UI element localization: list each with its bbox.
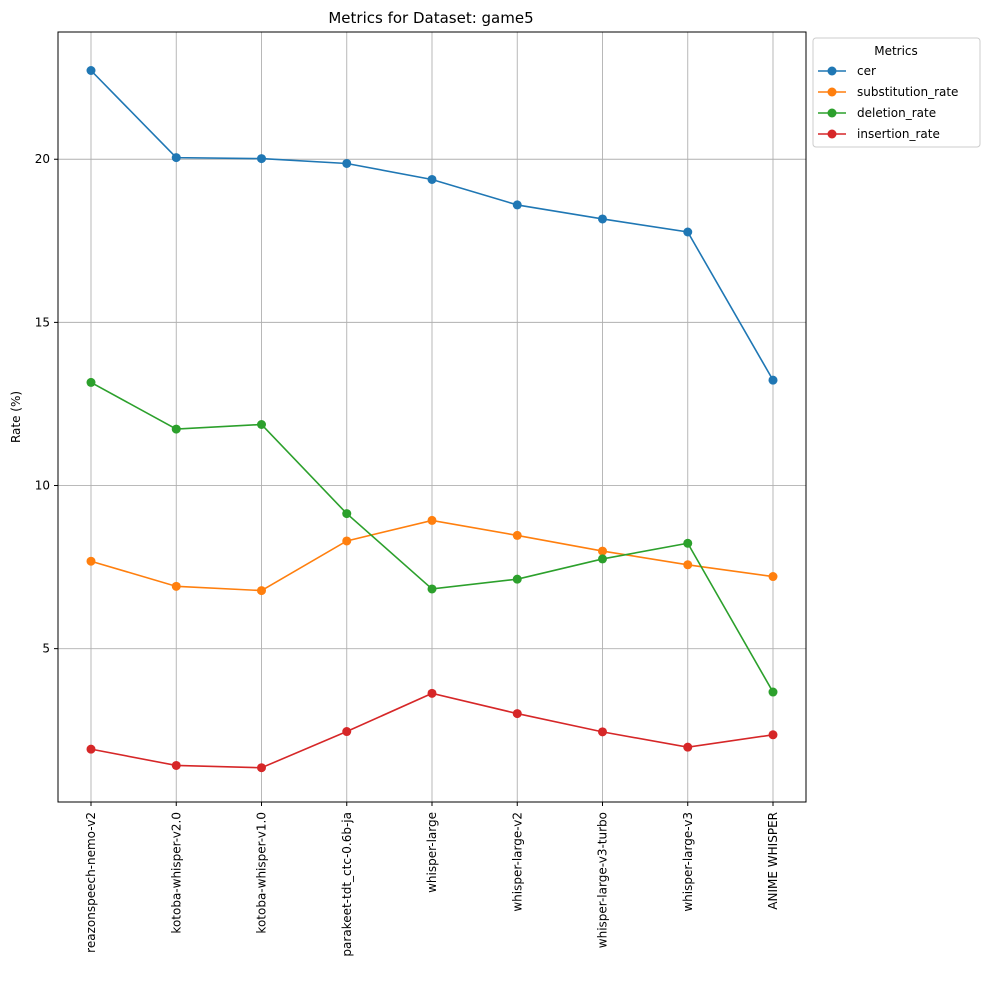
data-point-deletion_rate xyxy=(683,538,693,548)
data-point-cer xyxy=(342,158,352,168)
x-axis: reazonspeech-nemo-v2 kotoba-whisper-v2.0 k… xyxy=(84,802,780,957)
data-point-deletion_rate xyxy=(86,377,96,387)
series-layer xyxy=(86,66,778,773)
data-point-cer xyxy=(257,154,266,164)
data-point-insertion_rate xyxy=(768,730,778,740)
legend-label: insertion_rate xyxy=(857,127,940,141)
data-point-deletion_rate xyxy=(427,584,437,594)
x-tick-label: whisper-large-v3-turbo xyxy=(596,812,610,948)
data-point-cer xyxy=(427,174,437,184)
legend-item-deletion_rate: deletion_rate xyxy=(818,106,936,120)
chart-title: Metrics for Dataset: game5 xyxy=(328,9,533,27)
legend-item-substitution_rate: substitution_rate xyxy=(818,85,958,99)
legend-label: substitution_rate xyxy=(857,85,958,99)
legend: Metrics cer substitution_rate deletion_rat… xyxy=(812,37,981,148)
data-point-insertion_rate xyxy=(427,688,437,698)
data-point-substitution_rate xyxy=(598,546,607,556)
x-tick-label: kotoba-whisper-v1.0 xyxy=(255,812,269,934)
x-tick-label: whisper-large-v2 xyxy=(510,812,524,912)
data-point-deletion_rate xyxy=(512,574,522,584)
data-point-substitution_rate xyxy=(427,515,437,525)
x-tick-label: reazonspeech-nemo-v2 xyxy=(84,812,98,953)
legend-title: Metrics xyxy=(874,44,918,58)
data-point-insertion_rate xyxy=(512,709,522,719)
series-substitution_rate xyxy=(86,515,778,596)
data-point-cer xyxy=(598,214,607,224)
data-point-insertion_rate xyxy=(342,727,352,737)
data-point-insertion_rate xyxy=(171,760,181,770)
legend-item-cer: cer xyxy=(818,64,876,78)
x-tick-label: parakeet-tdt_ctc-0.6b-ja xyxy=(340,812,354,957)
data-point-substitution_rate xyxy=(257,586,266,596)
data-point-cer xyxy=(768,375,778,385)
data-point-insertion_rate xyxy=(683,742,693,752)
series-cer xyxy=(86,66,778,385)
data-point-cer xyxy=(86,66,96,75)
data-point-deletion_rate xyxy=(598,554,607,564)
y-axis-label: Rate (%) xyxy=(9,391,23,443)
legend-marker xyxy=(827,87,837,97)
data-point-substitution_rate xyxy=(86,556,96,566)
data-point-deletion_rate xyxy=(171,424,181,434)
data-point-deletion_rate xyxy=(768,687,778,697)
legend-item-insertion_rate: insertion_rate xyxy=(818,127,940,141)
data-point-substitution_rate xyxy=(512,530,522,540)
data-point-cer xyxy=(171,153,181,163)
y-axis: 5 10 15 20 xyxy=(35,152,58,656)
legend-marker xyxy=(827,66,837,76)
data-point-cer xyxy=(683,227,693,237)
y-tick-label: 10 xyxy=(35,479,50,493)
x-tick-label: ANIME WHISPER xyxy=(766,812,780,910)
y-tick-label: 20 xyxy=(35,152,50,166)
series-insertion_rate xyxy=(86,688,778,773)
data-point-substitution_rate xyxy=(342,536,352,546)
data-point-deletion_rate xyxy=(342,509,352,519)
series-deletion_rate xyxy=(86,377,778,697)
x-tick-label: kotoba-whisper-v2.0 xyxy=(169,812,183,934)
y-tick-label: 5 xyxy=(42,642,50,656)
data-point-substitution_rate xyxy=(768,572,778,582)
y-tick-label: 15 xyxy=(35,315,50,329)
legend-marker xyxy=(827,129,837,139)
legend-label: cer xyxy=(857,64,876,78)
data-point-substitution_rate xyxy=(171,581,181,591)
data-point-substitution_rate xyxy=(683,560,693,570)
x-tick-label: whisper-large xyxy=(425,812,439,893)
legend-items: cer substitution_rate deletion_rateinserti… xyxy=(818,64,958,141)
legend-label: deletion_rate xyxy=(857,106,936,120)
data-point-insertion_rate xyxy=(86,744,96,754)
legend-box xyxy=(812,37,981,148)
legend-marker xyxy=(827,108,837,118)
data-point-insertion_rate xyxy=(257,763,266,773)
x-tick-label: whisper-large-v3 xyxy=(681,812,695,912)
data-point-deletion_rate xyxy=(257,420,266,430)
data-point-cer xyxy=(512,200,522,210)
data-point-insertion_rate xyxy=(598,727,607,737)
